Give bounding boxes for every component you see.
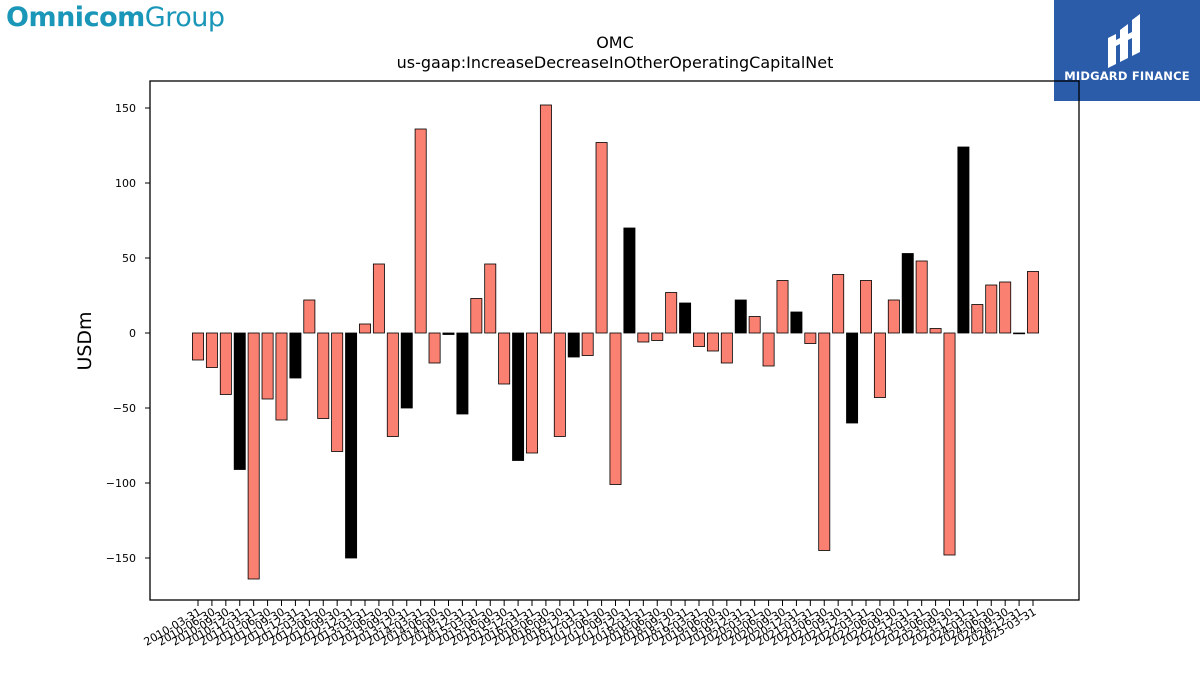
y-tick-label: 0 (129, 327, 136, 340)
bar-2017-03-31 (581, 332, 594, 356)
bar-2022-06-30 (873, 332, 886, 398)
bar-2014-06-30 (428, 332, 441, 364)
bar-2011-06-30 (261, 332, 274, 400)
bar-2024-06-30 (985, 284, 998, 334)
y-tick-label: −50 (113, 402, 136, 415)
bar-2016-09-30 (553, 332, 566, 437)
bar-2022-12-31 (901, 253, 914, 334)
bar-2025-03-31 (1027, 271, 1039, 334)
logo-group-text: Group (144, 2, 225, 33)
bar-2012-03-31 (303, 299, 316, 334)
bar-2015-03-31 (470, 298, 483, 334)
bar-2012-09-30 (331, 332, 344, 452)
bar-2015-12-31 (512, 332, 525, 461)
bar-2020-12-31 (790, 311, 803, 334)
bar-2018-09-30 (665, 292, 678, 334)
bar-2016-06-30 (539, 104, 552, 334)
bar-2019-06-30 (706, 332, 719, 352)
bar-2018-03-31 (637, 332, 650, 343)
bar-2022-09-30 (887, 299, 900, 334)
bar-2011-03-31 (247, 332, 260, 580)
logo-midgard-text: MIDGARD FINANCE (1064, 69, 1190, 83)
bar-2014-03-31 (414, 128, 427, 334)
y-tick-label: 50 (122, 252, 136, 265)
y-tick-label: −100 (106, 477, 136, 490)
bar-2020-06-30 (762, 332, 775, 367)
chart-title: OMC (596, 33, 634, 52)
bar-2023-09-30 (943, 332, 956, 556)
bar-2021-12-31 (846, 332, 859, 424)
plot-frame (149, 80, 1080, 601)
midgard-logo-mark-icon (1108, 14, 1140, 68)
bar-2014-09-30 (442, 332, 455, 335)
logo-omnicom-text: Omnicom (6, 2, 145, 33)
bar-2020-03-31 (748, 316, 761, 334)
bar-2010-09-30 (219, 332, 232, 395)
y-tick-label: 100 (115, 177, 136, 190)
bar-2022-03-31 (860, 280, 872, 334)
bar-2019-03-31 (693, 332, 705, 347)
bar-2017-12-31 (623, 227, 636, 334)
bar-2017-09-30 (609, 332, 622, 485)
bar-2013-03-31 (359, 323, 371, 334)
bar-2010-06-30 (205, 332, 218, 368)
bar-2024-03-31 (971, 304, 984, 334)
y-axis-ticks: 150 100 50 0 −50 −100 −150 (106, 102, 150, 565)
bar-2013-09-30 (386, 332, 399, 437)
bar-2016-03-31 (526, 332, 538, 454)
bar-2019-09-30 (720, 332, 733, 364)
bar-2013-12-31 (400, 332, 413, 409)
bar-2023-03-31 (915, 260, 928, 334)
bar-2015-06-30 (484, 263, 497, 334)
bar-2017-06-30 (595, 142, 608, 334)
bar-2011-12-31 (289, 332, 302, 379)
x-axis-ticks: 2010-03-312010-06-302010-09-302010-12-31… (142, 600, 1039, 649)
omnicom-group-logo: OmnicomGroup (6, 2, 225, 33)
y-axis-label: USDm (74, 311, 96, 370)
bar-2011-09-30 (275, 332, 288, 421)
y-tick-label: −150 (106, 552, 136, 565)
bar-2013-06-30 (372, 263, 385, 334)
bar-2024-09-30 (999, 281, 1012, 334)
bar-2021-06-30 (818, 332, 831, 551)
bar-2018-12-31 (679, 302, 692, 334)
bar-2019-12-31 (734, 299, 747, 334)
bars-group (192, 104, 1039, 580)
bar-2021-09-30 (832, 274, 845, 334)
bar-2023-12-31 (957, 146, 970, 334)
bar-2014-12-31 (456, 332, 469, 415)
y-tick-label: 150 (115, 102, 136, 115)
bar-2021-03-31 (804, 332, 817, 344)
bar-2024-12-31 (1013, 332, 1026, 335)
bar-2010-12-31 (233, 332, 246, 470)
bar-2020-09-30 (776, 280, 789, 334)
bar-2012-06-30 (317, 332, 330, 419)
bar-2018-06-30 (651, 332, 664, 341)
bar-2023-06-30 (929, 328, 942, 334)
midgard-finance-logo: MIDGARD FINANCE (1054, 0, 1200, 101)
chart-subtitle: us-gaap:IncreaseDecreaseInOtherOperating… (397, 53, 834, 72)
bar-2010-03-31 (192, 332, 204, 361)
bar-2012-12-31 (345, 332, 358, 559)
bar-2015-09-30 (498, 332, 511, 385)
bar-2016-12-31 (567, 332, 580, 358)
